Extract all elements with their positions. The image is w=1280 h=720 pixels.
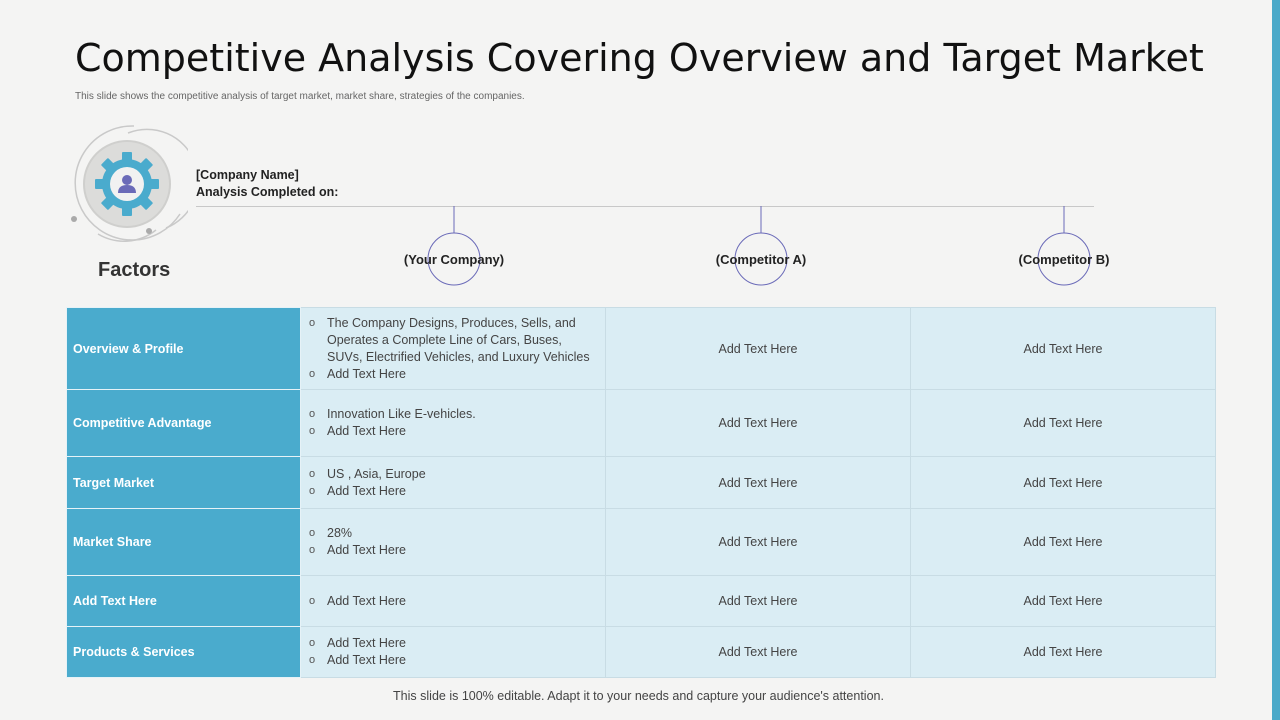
page-subtitle: This slide shows the competitive analysi… xyxy=(75,91,525,102)
factor-cell: Add Text Here xyxy=(66,575,301,627)
column-label-your-company: (Your Company) xyxy=(403,252,505,267)
bullet-item: Add Text Here xyxy=(309,593,599,610)
factor-cell: Target Market xyxy=(66,456,301,509)
factor-cell: Competitive Advantage xyxy=(66,389,301,457)
table-row: Overview & Profile The Company Designs, … xyxy=(66,307,1216,390)
bullet-item: Add Text Here xyxy=(309,635,599,652)
bullet-item: Add Text Here xyxy=(309,366,599,383)
factors-heading: Factors xyxy=(98,259,171,281)
competitor-b-cell: Add Text Here xyxy=(910,626,1216,678)
company-name: [Company Name] xyxy=(196,168,299,182)
competitor-a-cell: Add Text Here xyxy=(605,389,911,457)
factor-cell: Overview & Profile xyxy=(66,307,301,390)
factor-cell: Market Share xyxy=(66,508,301,576)
column-label-competitor-b: (Competitor B) xyxy=(1018,252,1110,267)
competitor-b-cell: Add Text Here xyxy=(910,389,1216,457)
bullet-item: Add Text Here xyxy=(309,483,599,500)
page-title: Competitive Analysis Covering Overview a… xyxy=(75,36,1204,80)
table-row: Target Market US , Asia, Europe Add Text… xyxy=(66,456,1216,509)
column-connector-icon xyxy=(427,206,481,286)
column-header-competitor-b: (Competitor B) xyxy=(984,206,1144,292)
bullet-item: Innovation Like E-vehicles. xyxy=(309,406,599,423)
bullet-item: Add Text Here xyxy=(309,423,599,440)
competitor-b-cell: Add Text Here xyxy=(910,307,1216,390)
bullet-item: Add Text Here xyxy=(309,652,599,669)
comparison-table: Overview & Profile The Company Designs, … xyxy=(66,307,1216,678)
your-company-cell: 28% Add Text Here xyxy=(300,508,606,576)
column-header-your-company: (Your Company) xyxy=(374,206,534,292)
competitor-a-cell: Add Text Here xyxy=(605,307,911,390)
gear-user-icon xyxy=(71,125,188,242)
bullet-item: US , Asia, Europe xyxy=(309,466,599,483)
your-company-cell: Add Text Here xyxy=(300,575,606,627)
competitor-a-cell: Add Text Here xyxy=(605,626,911,678)
footer-note: This slide is 100% editable. Adapt it to… xyxy=(393,689,884,703)
company-block: [Company Name] Analysis Completed on: xyxy=(196,167,338,201)
analysis-completed-label: Analysis Completed on: xyxy=(196,185,339,199)
right-accent-strip xyxy=(1272,0,1280,720)
competitor-a-cell: Add Text Here xyxy=(605,575,911,627)
table-row: Add Text Here Add Text Here Add Text Her… xyxy=(66,575,1216,627)
competitor-b-cell: Add Text Here xyxy=(910,456,1216,509)
table-row: Market Share 28% Add Text Here Add Text … xyxy=(66,508,1216,576)
table-row: Competitive Advantage Innovation Like E-… xyxy=(66,389,1216,457)
competitor-a-cell: Add Text Here xyxy=(605,456,911,509)
competitor-b-cell: Add Text Here xyxy=(910,508,1216,576)
your-company-cell: The Company Designs, Produces, Sells, an… xyxy=(300,307,606,390)
table-row: Products & Services Add Text Here Add Te… xyxy=(66,626,1216,678)
your-company-cell: Innovation Like E-vehicles. Add Text Her… xyxy=(300,389,606,457)
factor-cell: Products & Services xyxy=(66,626,301,678)
bullet-item: Add Text Here xyxy=(309,542,599,559)
your-company-cell: Add Text Here Add Text Here xyxy=(300,626,606,678)
competitor-b-cell: Add Text Here xyxy=(910,575,1216,627)
your-company-cell: US , Asia, Europe Add Text Here xyxy=(300,456,606,509)
bullet-item: The Company Designs, Produces, Sells, an… xyxy=(309,315,599,366)
competitor-a-cell: Add Text Here xyxy=(605,508,911,576)
column-label-competitor-a: (Competitor A) xyxy=(715,252,807,267)
column-connector-icon xyxy=(734,206,788,286)
column-header-competitor-a: (Competitor A) xyxy=(681,206,841,292)
header-divider xyxy=(196,206,1094,207)
column-connector-icon xyxy=(1037,206,1091,286)
bullet-item: 28% xyxy=(309,525,599,542)
